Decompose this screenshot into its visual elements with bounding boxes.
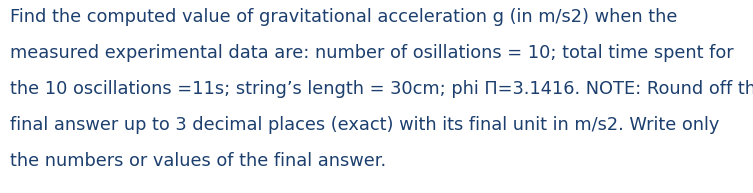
- Text: measured experimental data are: number of osillations = 10; total time spent for: measured experimental data are: number o…: [10, 44, 733, 62]
- Text: the numbers or values of the final answer.: the numbers or values of the final answe…: [10, 152, 386, 170]
- Text: Find the computed value of gravitational acceleration g (in m/s2) when the: Find the computed value of gravitational…: [10, 8, 678, 26]
- Text: the 10 oscillations =11s; string’s length = 30cm; phi Π=3.1416. NOTE: Round off : the 10 oscillations =11s; string’s lengt…: [10, 80, 753, 98]
- Text: final answer up to 3 decimal places (exact) with its final unit in m/s2. Write o: final answer up to 3 decimal places (exa…: [10, 116, 719, 134]
